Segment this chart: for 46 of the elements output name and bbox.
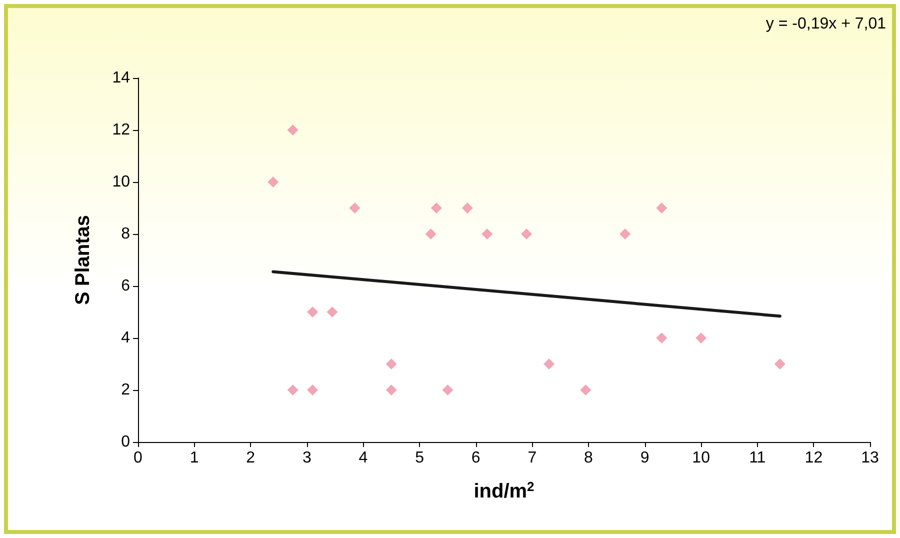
point bbox=[580, 384, 592, 396]
point bbox=[482, 228, 493, 240]
point bbox=[326, 306, 338, 318]
point bbox=[386, 384, 397, 396]
x-tick-label: 8 bbox=[584, 450, 594, 466]
x-tick-label: 12 bbox=[804, 450, 823, 466]
point bbox=[696, 332, 707, 344]
x-tick-label: 11 bbox=[749, 450, 766, 466]
point bbox=[268, 176, 279, 188]
point bbox=[544, 358, 555, 370]
point bbox=[656, 332, 668, 344]
text: y = -0,19x + 7,01 bbox=[766, 16, 886, 32]
point bbox=[521, 228, 532, 240]
point bbox=[386, 358, 397, 370]
x-tick-label: 10 bbox=[692, 450, 710, 466]
y-tick-label: 12 bbox=[112, 122, 130, 138]
y-tick-label: 0 bbox=[121, 434, 130, 450]
point bbox=[287, 124, 298, 136]
x-tick-label: 7 bbox=[528, 450, 537, 466]
x-tick-label: 3 bbox=[302, 450, 312, 466]
point bbox=[307, 384, 318, 396]
point bbox=[462, 202, 473, 214]
x-tick-label: 2 bbox=[246, 450, 256, 466]
point bbox=[307, 306, 318, 318]
y-tick-label: 2 bbox=[121, 382, 130, 398]
x-tick-label: 6 bbox=[471, 450, 480, 466]
y-tick-label: 14 bbox=[112, 70, 130, 86]
y-tick-label: 4 bbox=[121, 330, 130, 346]
x-tick-label: 9 bbox=[640, 450, 650, 466]
point bbox=[656, 202, 668, 214]
point bbox=[287, 384, 298, 396]
y-axis-title: S Plantas bbox=[72, 214, 94, 306]
point bbox=[442, 384, 454, 396]
point bbox=[425, 228, 436, 240]
x-tick-label: 1 bbox=[190, 450, 199, 466]
point bbox=[430, 202, 442, 214]
x-tick-label: 4 bbox=[358, 450, 368, 466]
x-tick-label: 13 bbox=[861, 450, 879, 466]
point bbox=[620, 228, 631, 240]
y-tick-label: 10 bbox=[112, 174, 130, 190]
y-tick-label: 6 bbox=[121, 278, 130, 294]
x-tick-label: 5 bbox=[415, 450, 424, 466]
x-tick-label: 0 bbox=[134, 450, 143, 466]
point bbox=[774, 358, 786, 370]
point bbox=[349, 202, 360, 214]
y-tick-label: 8 bbox=[121, 226, 130, 242]
